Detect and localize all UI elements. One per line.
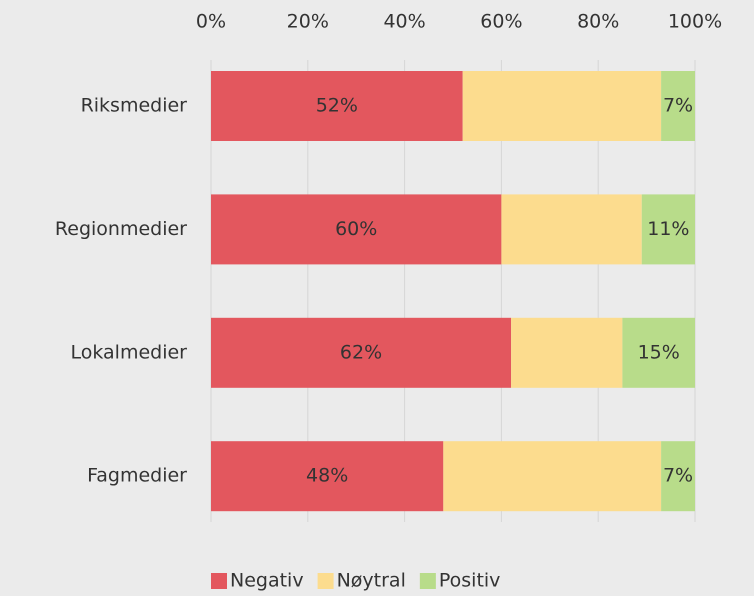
data-label: 7% <box>663 465 693 487</box>
data-label: 7% <box>663 95 693 117</box>
bar-segment <box>462 71 662 141</box>
bar-segment <box>443 441 662 512</box>
data-label: 62% <box>340 341 382 363</box>
legend-label: Negativ <box>230 570 304 592</box>
legend-label: Nøytral <box>337 570 406 592</box>
bar-segment <box>211 71 463 141</box>
x-tick-label: 100% <box>668 11 722 33</box>
legend-swatch <box>419 573 436 589</box>
x-tick-label: 0% <box>196 11 226 33</box>
bar-segment <box>211 317 512 388</box>
data-label: 11% <box>647 218 689 240</box>
y-tick-label: Fagmedier <box>87 465 187 487</box>
bar-segment <box>641 194 695 265</box>
x-tick-label: 20% <box>287 11 329 33</box>
y-tick-label: Regionmedier <box>55 218 187 240</box>
bar-segment <box>661 71 695 141</box>
x-tick-label: 40% <box>383 11 425 33</box>
data-label: 52% <box>316 95 358 117</box>
bar-segment <box>622 317 695 388</box>
bar-segment <box>211 194 502 265</box>
y-tick-label: Lokalmedier <box>70 341 187 363</box>
data-label: 48% <box>306 465 348 487</box>
bar-segment <box>501 194 642 265</box>
bar-segment <box>511 317 623 388</box>
y-tick-label: Riksmedier <box>81 95 188 117</box>
bar-segment <box>211 441 444 512</box>
data-label: 15% <box>638 341 680 363</box>
bar-segment <box>661 441 695 512</box>
legend-label: Positiv <box>439 570 501 592</box>
x-tick-label: 60% <box>480 11 522 33</box>
legend-swatch <box>211 573 227 589</box>
x-tick-label: 80% <box>577 11 619 33</box>
data-label: 60% <box>335 218 377 240</box>
legend-swatch <box>317 573 334 589</box>
